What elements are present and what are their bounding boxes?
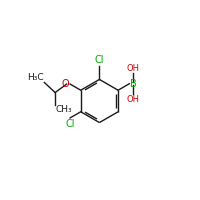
Text: B: B xyxy=(130,79,137,89)
Text: Cl: Cl xyxy=(95,55,104,65)
Text: H₃C: H₃C xyxy=(27,73,44,82)
Text: OH: OH xyxy=(126,95,139,104)
Text: Cl: Cl xyxy=(65,119,75,129)
Text: OH: OH xyxy=(126,64,139,73)
Text: O: O xyxy=(62,79,69,89)
Text: CH₃: CH₃ xyxy=(56,105,72,114)
